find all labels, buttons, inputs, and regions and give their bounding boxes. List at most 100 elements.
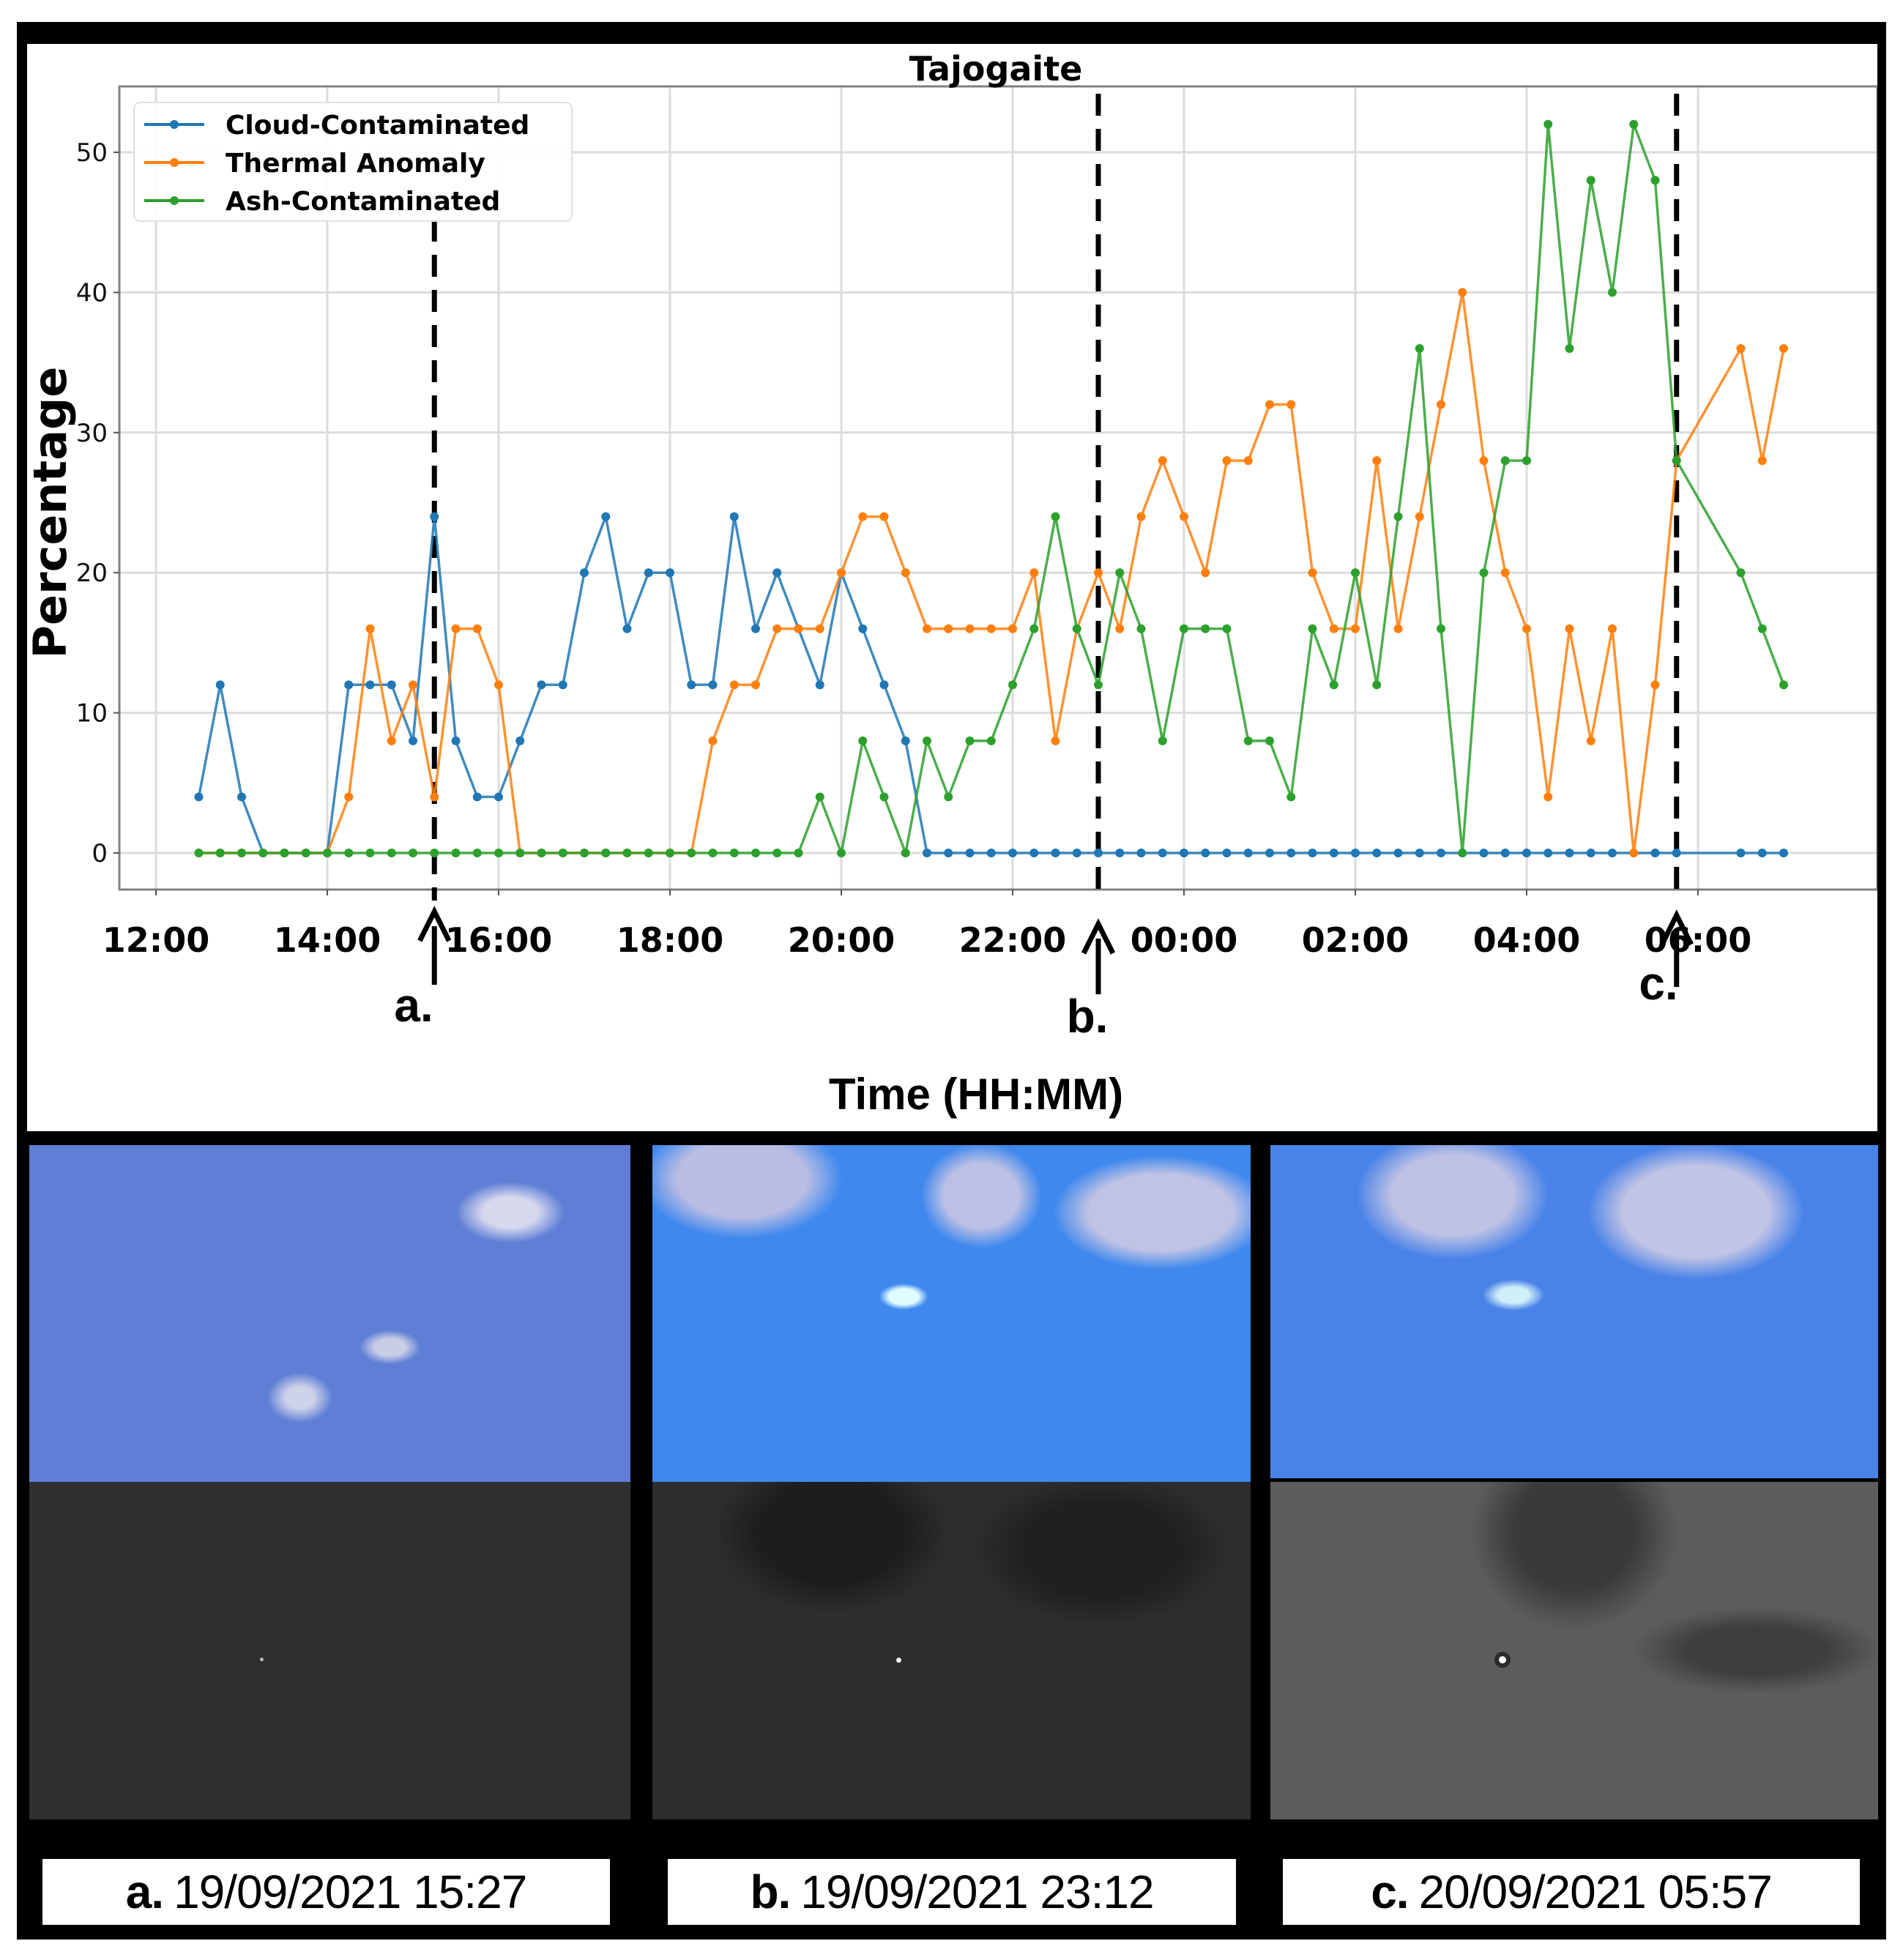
data-point: [1286, 400, 1296, 409]
data-point: [515, 736, 525, 745]
data-point: [387, 849, 396, 857]
data-point: [1565, 624, 1574, 633]
legend-marker-icon: [170, 120, 179, 129]
data-point: [1500, 849, 1510, 857]
data-point: [923, 624, 931, 633]
data-point: [1736, 568, 1746, 578]
caption-b-datetime: 19/09/2021 23:12: [800, 1866, 1154, 1918]
data-point: [1372, 680, 1382, 690]
x-tick-label: 16:00: [445, 920, 552, 960]
data-point: [1479, 849, 1489, 857]
arrow-up-icon: [1081, 918, 1116, 955]
data-point: [1136, 624, 1146, 633]
data-point: [1180, 624, 1188, 633]
data-point: [494, 792, 503, 802]
data-point: [1265, 400, 1274, 409]
data-point: [1437, 400, 1445, 409]
data-point: [1650, 680, 1660, 690]
y-tick-label: 30: [76, 419, 108, 448]
data-point: [1115, 624, 1125, 633]
data-point: [923, 849, 931, 857]
y-tick-label: 0: [92, 839, 108, 868]
data-point: [215, 849, 225, 857]
data-point: [1415, 343, 1424, 353]
data-point: [687, 849, 696, 857]
data-point: [1393, 512, 1403, 521]
x-tick-label: 06:00: [1645, 920, 1751, 960]
data-point: [751, 849, 760, 857]
data-point: [237, 792, 246, 802]
data-point: [1522, 456, 1531, 466]
data-point: [1243, 736, 1253, 745]
data-point: [687, 680, 696, 690]
data-point: [1522, 849, 1531, 857]
legend-marker-icon: [170, 196, 179, 205]
data-point: [729, 849, 739, 857]
data-point: [944, 849, 953, 857]
arrow-up-icon: [1659, 909, 1694, 946]
data-point: [1608, 624, 1617, 633]
caption-b: b. 19/09/2021 23:12: [668, 1859, 1236, 1925]
data-point: [1180, 849, 1188, 857]
data-point: [1779, 680, 1788, 690]
data-point: [472, 849, 482, 857]
event-b-label: b.: [1067, 990, 1109, 1043]
data-point: [772, 568, 782, 578]
data-point: [451, 736, 461, 745]
data-point: [409, 680, 417, 690]
data-point: [430, 792, 439, 802]
data-point: [1650, 176, 1660, 185]
data-point: [1008, 849, 1017, 857]
x-tick-label: 22:00: [959, 920, 1066, 960]
data-point: [1437, 849, 1445, 857]
data-point: [1736, 849, 1746, 857]
data-point: [644, 568, 653, 578]
data-point: [1029, 568, 1039, 578]
data-point: [858, 512, 868, 521]
data-point: [1415, 849, 1424, 857]
data-point: [1201, 849, 1210, 857]
ir-image-a: [29, 1482, 630, 1819]
data-point: [708, 736, 718, 745]
data-point: [1243, 849, 1253, 857]
x-axis-label: Time (HH:MM): [829, 1070, 1123, 1119]
data-point: [1437, 624, 1445, 633]
data-point: [1008, 624, 1017, 633]
rgb-image-c: [1270, 1145, 1878, 1478]
data-point: [901, 849, 910, 857]
y-tick-label: 20: [76, 559, 108, 588]
legend-box: [133, 102, 573, 222]
data-point: [772, 849, 782, 857]
caption-b-letter: b.: [750, 1866, 791, 1918]
data-point: [1779, 343, 1788, 353]
data-point: [301, 849, 310, 857]
data-point: [1522, 624, 1531, 633]
data-point: [622, 624, 632, 633]
data-point: [558, 849, 567, 857]
data-point: [1650, 849, 1660, 857]
data-point: [1586, 849, 1595, 857]
x-tick-label: 14:00: [274, 920, 381, 960]
data-point: [622, 849, 632, 857]
data-point: [1372, 456, 1382, 466]
data-point: [815, 792, 824, 802]
data-point: [1393, 624, 1403, 633]
data-point: [1201, 568, 1210, 578]
data-point: [1308, 568, 1317, 578]
data-point: [1286, 849, 1296, 857]
data-point: [837, 849, 846, 857]
data-point: [751, 680, 760, 690]
data-point: [1201, 624, 1210, 633]
data-point: [1222, 624, 1232, 633]
data-point: [1329, 624, 1338, 633]
data-point: [1329, 680, 1338, 690]
data-point: [858, 624, 868, 633]
data-point: [1351, 624, 1360, 633]
x-tick-label: 04:00: [1473, 920, 1580, 960]
data-point: [1565, 343, 1574, 353]
data-point: [1608, 849, 1617, 857]
plot-area-border: [118, 85, 1877, 891]
y-tick-label: 50: [76, 138, 108, 168]
data-point: [965, 736, 975, 745]
data-point: [666, 849, 674, 857]
